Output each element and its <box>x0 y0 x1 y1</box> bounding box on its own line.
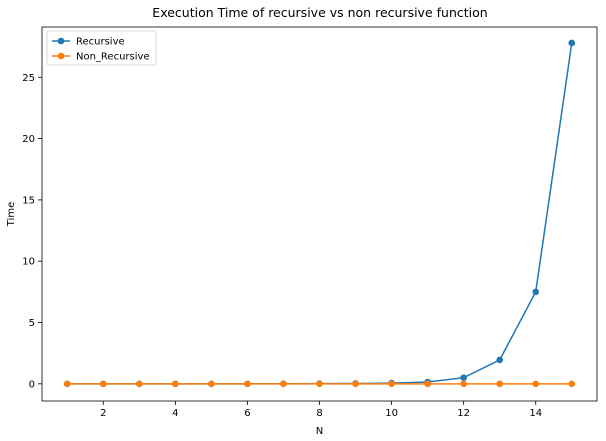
data-point <box>136 380 143 388</box>
data-point <box>172 380 179 388</box>
data-point <box>568 380 576 388</box>
x-tick-label: 8 <box>316 408 322 419</box>
data-point <box>460 380 467 388</box>
series-non-recursive <box>63 380 576 388</box>
x-tick-label: 4 <box>172 408 178 419</box>
legend-marker <box>57 37 65 45</box>
y-tick-label: 15 <box>22 195 35 206</box>
data-point <box>208 380 215 388</box>
legend-label: Recursive <box>76 37 125 48</box>
x-tick-label: 12 <box>457 408 470 419</box>
data-point <box>244 380 251 388</box>
data-point <box>99 380 107 388</box>
y-tick-label: 5 <box>29 318 35 329</box>
legend: Recursive Non_Recursive <box>46 30 157 66</box>
legend-marker <box>57 52 65 60</box>
data-point <box>424 380 431 388</box>
series-recursive <box>63 39 576 388</box>
data-point <box>568 39 576 47</box>
plot-area <box>41 26 598 402</box>
y-axis-label: Time <box>6 202 17 227</box>
data-point <box>388 380 395 388</box>
series-layer <box>63 39 576 388</box>
y-tick-label: 25 <box>22 73 35 84</box>
data-point <box>532 380 540 388</box>
data-point <box>460 374 467 382</box>
y-axis: 0 5 10 15 20 25 <box>22 73 42 390</box>
legend-label: Non_Recursive <box>76 52 150 63</box>
y-tick-label: 10 <box>22 257 35 268</box>
y-tick-label: 0 <box>29 379 35 390</box>
legend-entry: Recursive <box>52 37 125 48</box>
legend-entry: Non_Recursive <box>52 52 150 63</box>
legend-box <box>46 30 157 66</box>
y-tick-label: 20 <box>22 134 35 145</box>
data-point <box>316 380 323 388</box>
chart-title: Execution Time of recursive vs non recur… <box>152 5 487 20</box>
data-point <box>496 356 503 364</box>
series-line <box>67 42 573 385</box>
data-point <box>63 380 71 388</box>
data-point <box>496 380 503 388</box>
x-tick-label: 10 <box>385 408 398 419</box>
x-tick-label: 2 <box>100 408 106 419</box>
data-point <box>280 380 287 388</box>
x-tick-label: 6 <box>244 408 250 419</box>
data-point <box>532 288 540 296</box>
x-tick-label: 14 <box>529 408 542 419</box>
x-axis: 2 4 6 8 10 12 14 <box>100 401 542 419</box>
data-point <box>352 380 359 388</box>
x-axis-label: N <box>316 426 323 437</box>
